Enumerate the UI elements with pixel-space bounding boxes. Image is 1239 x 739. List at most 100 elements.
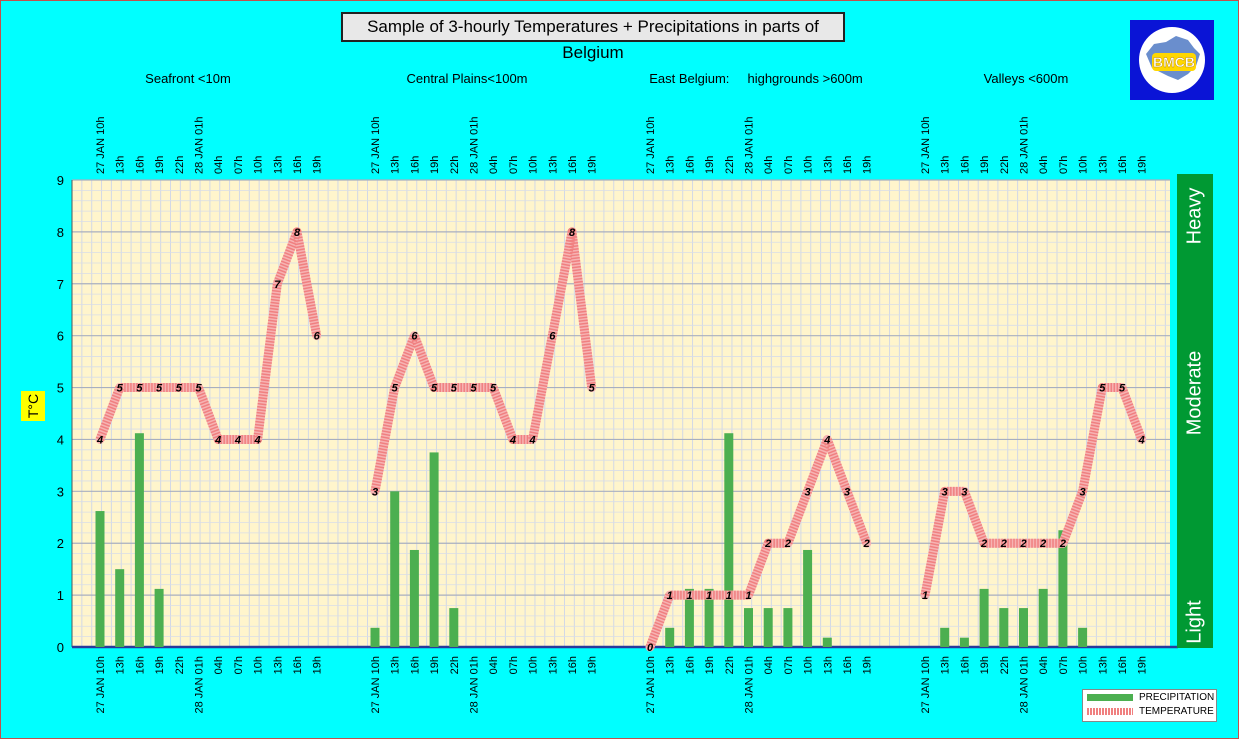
x-tick-label-bottom: 10h [803, 656, 815, 674]
precipitation-bar [1078, 627, 1088, 647]
x-tick-label-top: 19h [312, 156, 324, 174]
precipitation-bar [1019, 608, 1028, 647]
temperature-data-label: 3 [372, 486, 378, 498]
x-tick-label-bottom: 07h [508, 656, 520, 674]
precipitation-bar [95, 511, 105, 647]
temperature-data-label: 3 [805, 486, 811, 498]
precipitation-bar [134, 433, 144, 647]
temperature-data-label: 2 [863, 538, 870, 550]
x-tick-label-top: 07h [233, 156, 245, 174]
precipitation-swatch [1087, 694, 1133, 701]
x-tick-label-bottom: 16h [134, 656, 146, 674]
x-tick-label-bottom: 13h [940, 656, 952, 674]
x-tick-label-bottom: 07h [233, 656, 245, 674]
temperature-data-label: 5 [431, 383, 438, 395]
x-tick-label-bottom: 04h [488, 656, 500, 674]
intensity-label: Light [1183, 600, 1205, 644]
temperature-data-label: 1 [726, 590, 732, 602]
svg-text:BMCB: BMCB [1153, 54, 1195, 70]
x-tick-label-top: 13h [1097, 156, 1109, 174]
x-tick-label-top: 07h [508, 156, 520, 174]
x-tick-label-top: 28 JAN 01h [1019, 117, 1031, 174]
temperature-data-label: 4 [509, 434, 516, 446]
x-tick-label-top: 13h [272, 156, 284, 174]
x-tick-label-bottom: 13h [115, 656, 127, 674]
precipitation-bar [803, 549, 813, 647]
x-tick-label-bottom: 07h [783, 656, 795, 674]
x-tick-label-top: 16h [292, 156, 304, 174]
x-tick-label-top: 10h [803, 156, 815, 174]
x-tick-label-top: 10h [253, 156, 265, 174]
precipitation-bar [959, 637, 969, 647]
temperature-data-label: 5 [176, 383, 183, 395]
precipitation-bar [449, 608, 459, 647]
temperature-data-label: 2 [1059, 538, 1066, 550]
x-tick-label-top: 13h [115, 156, 127, 174]
precipitation-bar [999, 608, 1009, 647]
intensity-bar [1177, 174, 1213, 648]
x-tick-label-bottom: 04h [763, 656, 775, 674]
x-tick-label-bottom: 27 JAN 10h [370, 656, 382, 713]
temperature-data-label: 5 [490, 383, 497, 395]
temperature-data-label: 7 [274, 279, 281, 291]
x-tick-label-top: 27 JAN 10h [370, 117, 382, 174]
temperature-data-label: 4 [529, 434, 536, 446]
temperature-swatch [1087, 708, 1133, 715]
legend-item-temperature: TEMPERATURE [1087, 705, 1214, 719]
x-tick-label-top: 19h [979, 156, 991, 174]
x-tick-label-bottom: 19h [587, 656, 599, 674]
x-tick-label-top: 10h [1078, 156, 1090, 174]
precipitation-bar [1038, 588, 1048, 647]
temperature-data-label: 5 [1119, 383, 1126, 395]
precipitation-bar [822, 637, 832, 647]
x-tick-label-top: 16h [409, 156, 421, 174]
intensity-label: Moderate [1183, 351, 1205, 436]
x-tick-label-bottom: 28 JAN 01h [744, 656, 756, 713]
y-tick-label: 9 [57, 173, 64, 188]
x-tick-label-bottom: 16h [1117, 656, 1129, 674]
temperature-data-label: 0 [647, 642, 654, 654]
x-tick-label-bottom: 22h [174, 656, 186, 674]
region-title: Central Plains<100m [406, 71, 527, 86]
legend-label-precipitation: PRECIPITATION [1139, 692, 1215, 703]
y-axis-label: T°C [21, 391, 45, 421]
temperature-data-label: 6 [314, 331, 321, 343]
x-tick-label-top: 27 JAN 10h [95, 117, 107, 174]
x-tick-label-top: 04h [763, 156, 775, 174]
x-tick-label-top: 22h [999, 156, 1011, 174]
legend: PRECIPITATION TEMPERATURE [1082, 689, 1217, 722]
x-tick-label-top: 16h [684, 156, 696, 174]
x-tick-label-top: 07h [1058, 156, 1070, 174]
y-tick-label: 7 [57, 277, 64, 292]
intensity-label: Heavy [1183, 188, 1205, 245]
temperature-data-label: 6 [549, 331, 556, 343]
bmcb-logo: BMCB [1130, 20, 1214, 100]
x-tick-label-bottom: 10h [1078, 656, 1090, 674]
temperature-data-label: 2 [1019, 538, 1026, 550]
x-tick-label-top: 19h [862, 156, 874, 174]
temperature-data-label: 3 [844, 486, 850, 498]
temperature-data-label: 5 [156, 383, 163, 395]
x-tick-label-bottom: 13h [272, 656, 284, 674]
x-tick-label-bottom: 27 JAN 10h [920, 656, 932, 713]
x-tick-label-top: 28 JAN 01h [194, 117, 206, 174]
x-tick-label-top: 07h [783, 156, 795, 174]
temperature-data-label: 2 [980, 538, 987, 550]
region-title: Valleys <600m [984, 71, 1069, 86]
precipitation-bar [763, 608, 773, 647]
x-tick-label-bottom: 16h [842, 656, 854, 674]
temperature-line [95, 227, 322, 444]
x-tick-label-bottom: 19h [862, 656, 874, 674]
x-tick-label-top: 22h [174, 156, 186, 174]
x-tick-label-top: 16h [1117, 156, 1129, 174]
temperature-data-label: 5 [470, 383, 477, 395]
legend-label-temperature: TEMPERATURE [1139, 706, 1214, 717]
precipitation-bar [665, 627, 675, 647]
x-tick-label-top: 04h [213, 156, 225, 174]
x-tick-label-bottom: 16h [959, 656, 971, 674]
temperature-data-label: 2 [1000, 538, 1007, 550]
x-tick-label-top: 27 JAN 10h [645, 117, 657, 174]
x-tick-label-bottom: 07h [1058, 656, 1070, 674]
x-tick-label-bottom: 16h [292, 656, 304, 674]
